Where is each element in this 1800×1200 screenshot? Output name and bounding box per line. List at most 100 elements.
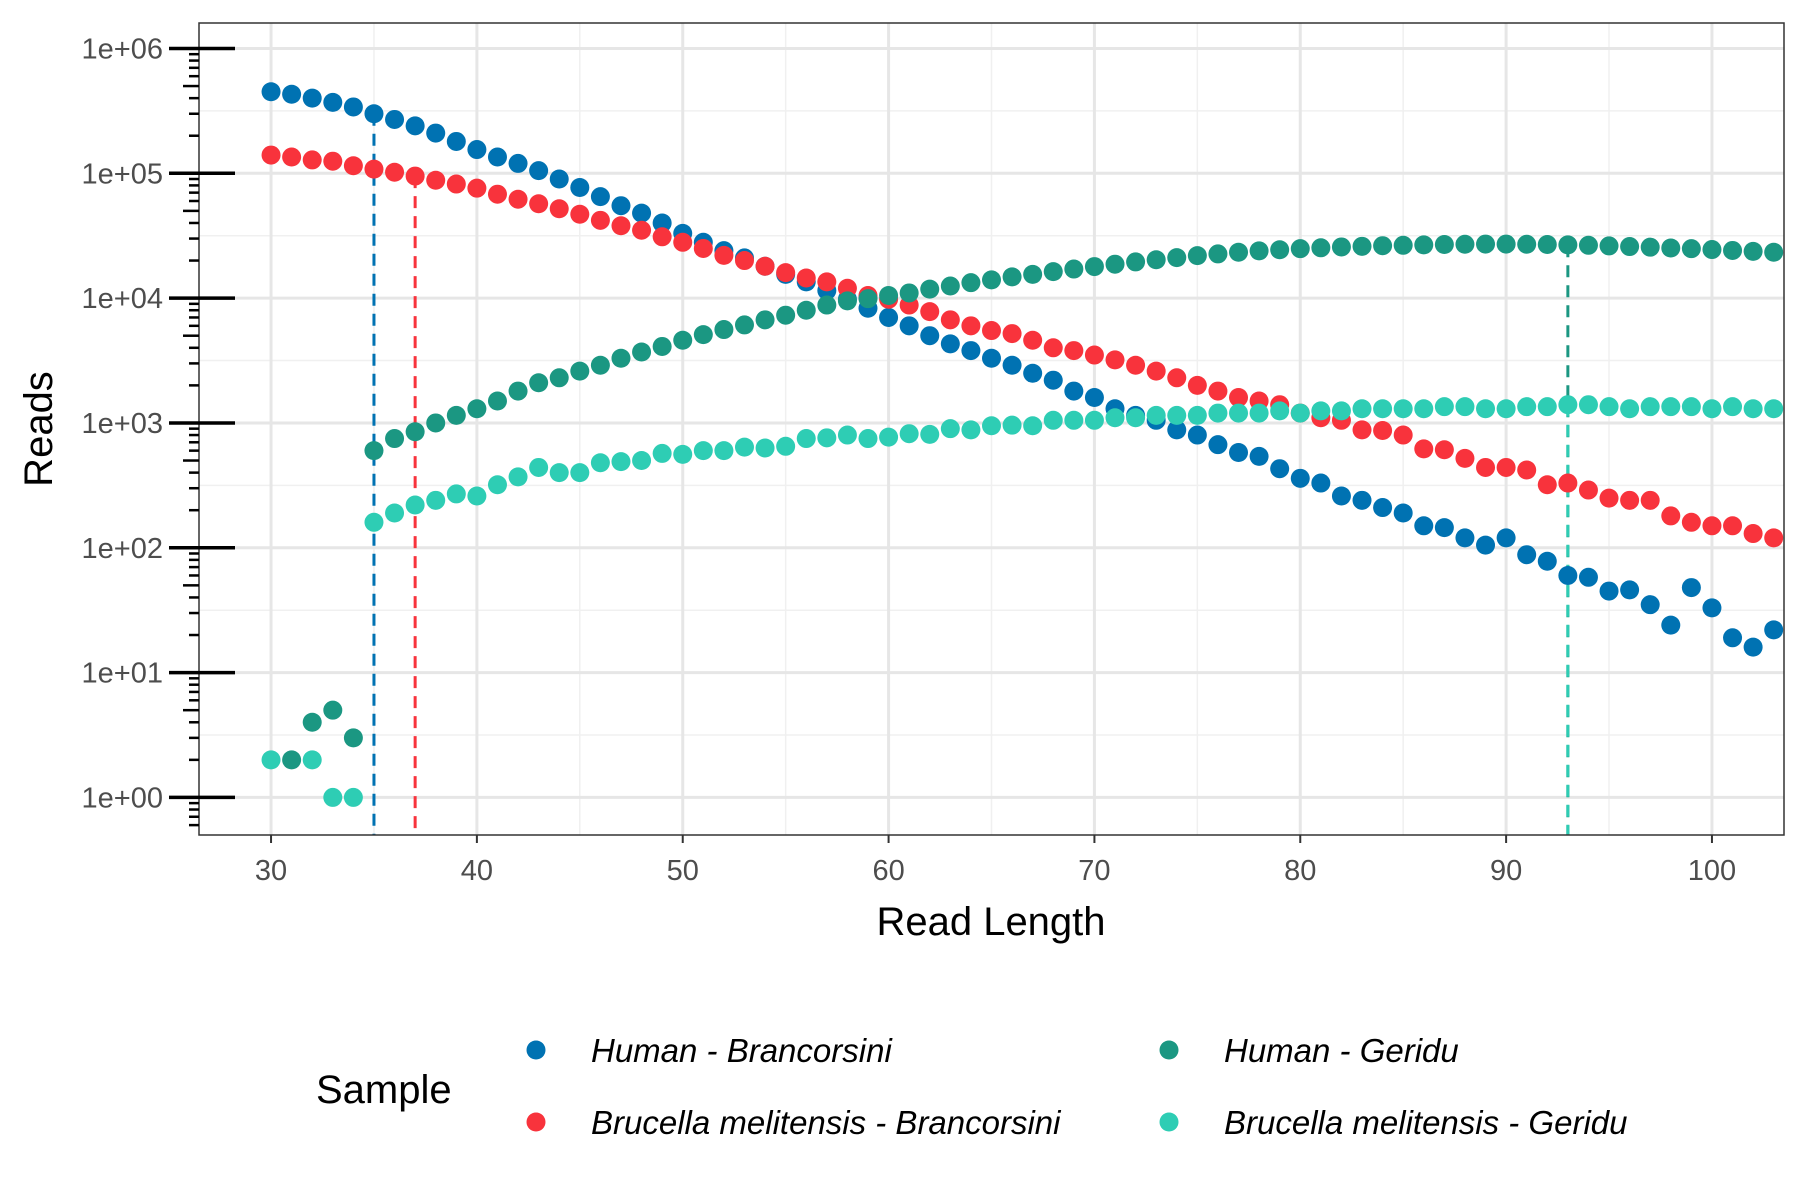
- data-point: [1229, 387, 1249, 407]
- data-point: [940, 310, 960, 330]
- data-point: [1043, 262, 1063, 282]
- data-point: [837, 425, 857, 445]
- data-point: [1105, 408, 1125, 428]
- points-layer: [261, 82, 1784, 807]
- data-point: [302, 150, 322, 170]
- data-point: [1126, 408, 1146, 428]
- data-point: [961, 316, 981, 336]
- data-point: [1126, 252, 1146, 272]
- data-point: [1661, 506, 1681, 526]
- data-point: [1578, 480, 1598, 500]
- data-point: [1002, 324, 1022, 344]
- data-point: [1743, 637, 1763, 657]
- data-point: [467, 140, 487, 160]
- data-point: [261, 750, 281, 770]
- data-point: [1620, 399, 1640, 419]
- data-point: [693, 441, 713, 461]
- data-point: [1434, 234, 1454, 254]
- data-point: [796, 429, 816, 449]
- data-point: [920, 424, 940, 444]
- data-point: [590, 355, 610, 375]
- y-tick-label: 1e+00: [82, 782, 163, 814]
- data-point: [837, 291, 857, 311]
- data-point: [1146, 405, 1166, 425]
- data-point: [405, 495, 425, 515]
- data-point: [1537, 234, 1557, 254]
- data-point: [714, 320, 734, 340]
- data-point: [1084, 345, 1104, 365]
- data-point: [1023, 363, 1043, 383]
- data-point: [1764, 242, 1784, 262]
- data-point: [817, 428, 837, 448]
- data-point: [1043, 370, 1063, 390]
- data-point: [426, 170, 446, 190]
- data-point: [549, 169, 569, 189]
- data-point: [1681, 512, 1701, 532]
- data-point: [652, 443, 672, 463]
- data-point: [590, 210, 610, 230]
- data-point: [982, 270, 1001, 290]
- data-point: [1229, 403, 1249, 423]
- data-point: [1229, 442, 1249, 462]
- data-point: [323, 700, 343, 720]
- legend-title: Sample: [316, 1068, 452, 1112]
- data-point: [570, 361, 590, 381]
- data-point: [1393, 425, 1413, 445]
- data-point: [858, 289, 878, 309]
- data-point: [920, 326, 940, 346]
- data-point: [1517, 460, 1537, 480]
- data-point: [899, 283, 919, 303]
- data-point: [1146, 361, 1166, 381]
- data-point: [1270, 401, 1290, 421]
- data-point: [1064, 341, 1084, 361]
- data-point: [920, 302, 940, 322]
- data-point: [1414, 439, 1434, 459]
- data-point: [1476, 535, 1496, 555]
- data-point: [261, 82, 281, 102]
- data-point: [961, 420, 981, 440]
- data-point: [1331, 486, 1351, 506]
- data-point: [858, 429, 878, 449]
- y-tick-label: 1e+06: [82, 33, 163, 65]
- data-point: [1620, 580, 1640, 600]
- data-point: [1187, 375, 1207, 395]
- data-point: [652, 213, 672, 233]
- data-point: [1393, 235, 1413, 255]
- data-point: [632, 203, 652, 223]
- data-point: [1640, 490, 1660, 510]
- data-point: [1249, 241, 1269, 261]
- data-point: [570, 177, 590, 197]
- data-point: [1023, 416, 1043, 436]
- legend-key: [526, 1112, 546, 1132]
- data-point: [1702, 240, 1722, 260]
- data-point: [1476, 399, 1496, 419]
- data-point: [426, 123, 446, 143]
- data-point: [1764, 620, 1784, 640]
- data-point: [426, 413, 446, 433]
- data-point: [1249, 446, 1269, 466]
- data-point: [611, 216, 631, 236]
- data-point: [405, 422, 425, 442]
- data-point: [508, 189, 528, 209]
- data-point: [323, 92, 343, 112]
- y-tick-label: 1e+02: [82, 533, 163, 565]
- data-point: [1208, 435, 1228, 455]
- data-point: [570, 204, 590, 224]
- data-point: [323, 151, 343, 171]
- data-point: [1517, 234, 1537, 254]
- data-point: [1578, 567, 1598, 587]
- data-point: [549, 463, 569, 483]
- data-point: [1455, 448, 1475, 468]
- data-point: [1331, 237, 1351, 257]
- data-point: [1311, 473, 1331, 493]
- data-point: [364, 512, 384, 532]
- data-point: [755, 256, 775, 276]
- data-point: [1764, 528, 1784, 548]
- data-point: [1105, 254, 1125, 274]
- data-point: [920, 279, 940, 299]
- data-point: [1661, 397, 1681, 417]
- data-point: [1723, 240, 1743, 260]
- data-point: [1084, 257, 1104, 277]
- data-point: [1455, 528, 1475, 548]
